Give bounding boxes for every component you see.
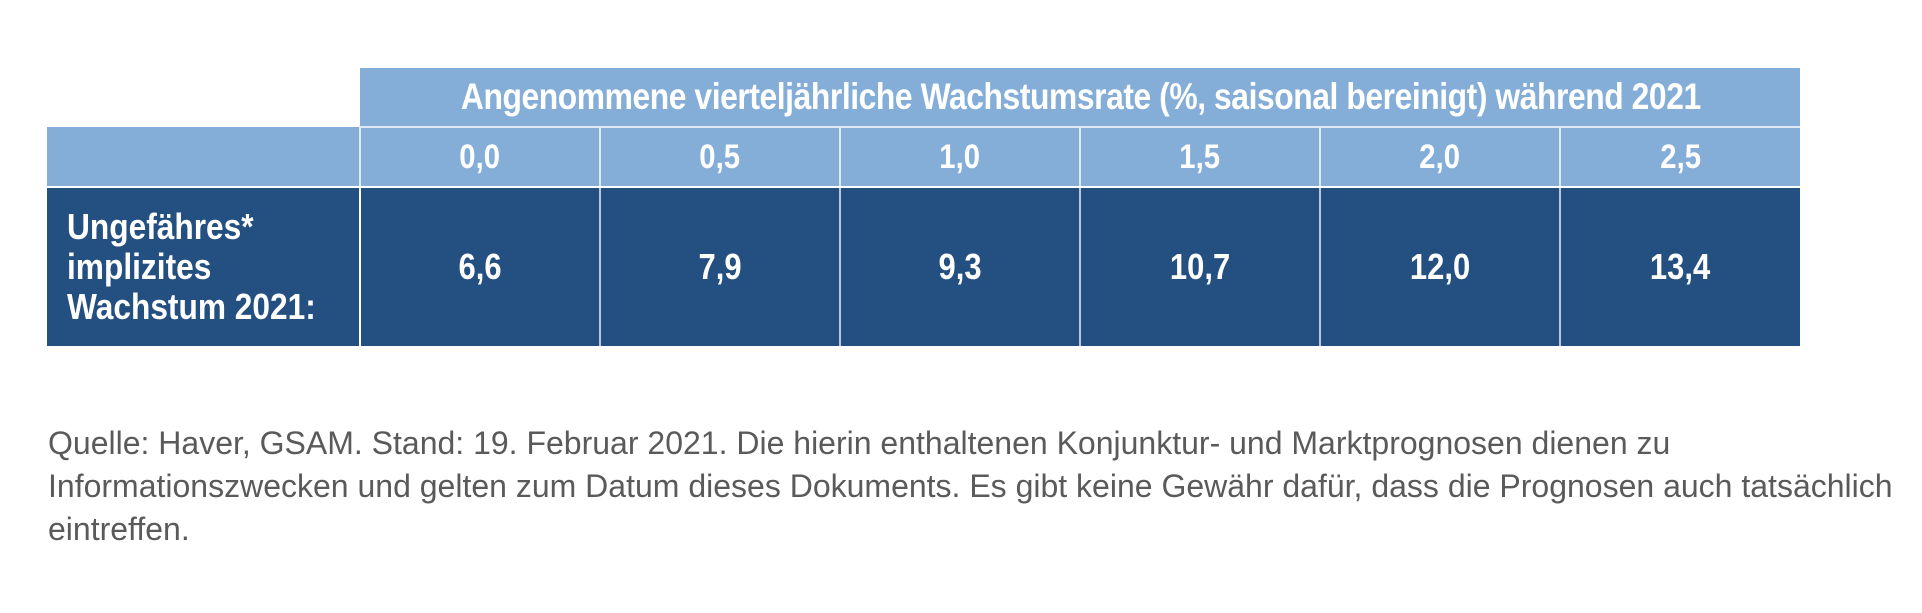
table-header-title: Angenommene vierteljährliche Wachstumsra…	[360, 68, 1801, 128]
table-value-text: 12,0	[1409, 246, 1471, 287]
column-header-rate-text: 1,0	[939, 137, 981, 176]
column-header-rate: 2,5	[1560, 127, 1801, 188]
column-header-rate: 0,0	[360, 127, 601, 188]
column-header-rate-text: 2,5	[1660, 137, 1701, 176]
column-header-rate-text: 0,5	[699, 137, 741, 176]
column-header-rate: 1,0	[840, 127, 1081, 188]
column-header-rate-text: 1,5	[1179, 137, 1221, 176]
column-header-rate-text: 2,0	[1419, 137, 1461, 176]
table-value-text: 6,6	[458, 246, 502, 287]
table-value-cell: 13,4	[1560, 187, 1801, 346]
table-value-cell: 9,3	[840, 187, 1081, 346]
table-value-cell: 12,0	[1320, 187, 1561, 346]
column-header-rate: 2,0	[1320, 127, 1561, 188]
table-value-cell: 6,6	[360, 187, 601, 346]
source-note: Quelle: Haver, GSAM. Stand: 19. Februar …	[48, 425, 1893, 547]
column-header-rate-text: 0,0	[459, 137, 501, 176]
row-label-line: implizites	[67, 246, 212, 287]
rate-row-label-blank	[47, 127, 361, 188]
rate-header-row: 0,0 0,5 1,0 1,5 2,0 2,5	[47, 127, 1801, 188]
table-value-cell: 10,7	[1080, 187, 1321, 346]
column-header-rate: 1,5	[1080, 127, 1321, 188]
table-title-row: Angenommene vierteljährliche Wachstumsra…	[47, 68, 1801, 128]
table-header-title-text: Angenommene vierteljährliche Wachstumsra…	[460, 76, 1701, 117]
table-value-text: 7,9	[698, 246, 742, 287]
table-value-text: 9,3	[938, 246, 982, 287]
table-value-text: 10,7	[1169, 246, 1231, 287]
table-value-cell: 7,9	[600, 187, 841, 346]
growth-table: Angenommene vierteljährliche Wachstumsra…	[47, 68, 1801, 346]
row-label-line: Wachstum 2021:	[67, 286, 316, 327]
column-header-rate: 0,5	[600, 127, 841, 188]
table-value-text: 13,4	[1650, 246, 1711, 287]
corner-blank-cell	[47, 68, 360, 127]
row-label-implied-growth: Ungefähres* implizites Wachstum 2021:	[47, 187, 361, 346]
table-row: Ungefähres* implizites Wachstum 2021: 6,…	[47, 187, 1801, 346]
row-label-line: Ungefähres*	[67, 206, 254, 247]
